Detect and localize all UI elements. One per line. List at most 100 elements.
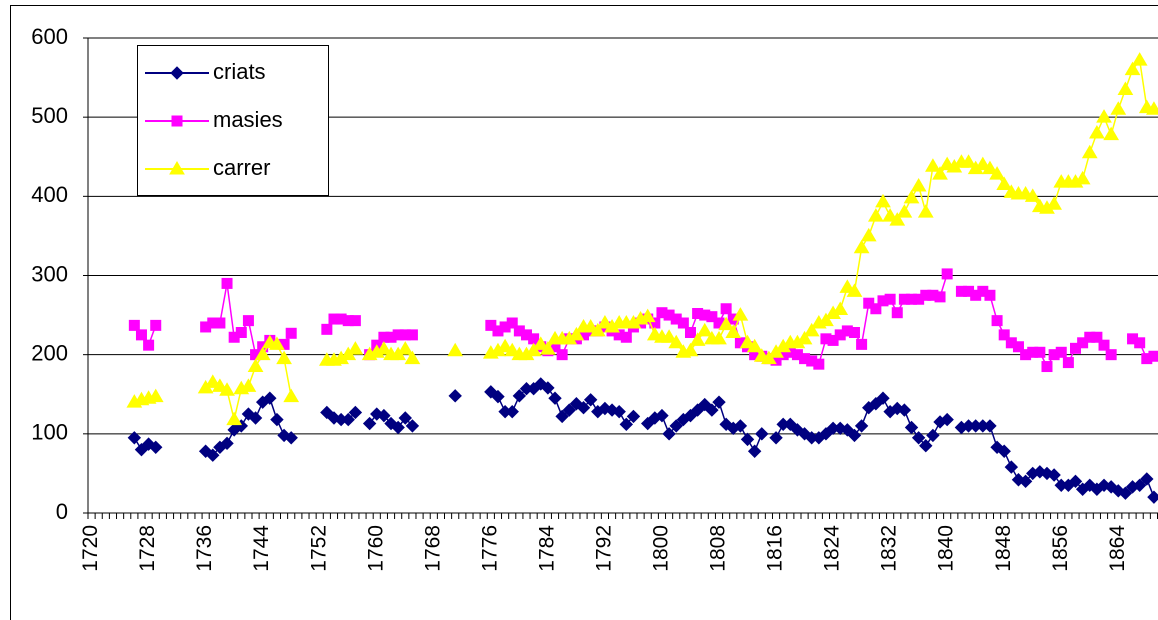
marker-triangle bbox=[875, 193, 891, 208]
marker-square bbox=[506, 317, 518, 329]
marker-triangle bbox=[1024, 188, 1041, 202]
marker-diamond bbox=[876, 391, 890, 405]
marker-diamond bbox=[362, 416, 377, 431]
marker-triangle bbox=[996, 176, 1013, 190]
marker-triangle bbox=[711, 330, 727, 345]
marker-square bbox=[349, 315, 361, 327]
marker-diamond bbox=[1047, 468, 1061, 482]
marker-triangle bbox=[739, 334, 756, 349]
marker-diamond bbox=[562, 403, 576, 417]
marker-square bbox=[706, 311, 718, 323]
marker-triangle bbox=[169, 161, 185, 175]
marker-triangle bbox=[668, 334, 685, 349]
marker-triangle bbox=[219, 382, 235, 396]
marker-square bbox=[984, 289, 996, 301]
marker-triangle bbox=[903, 189, 920, 204]
marker-diamond bbox=[904, 420, 919, 435]
x-tick-label: 1728 bbox=[136, 525, 159, 572]
marker-triangle bbox=[212, 378, 228, 392]
marker-triangle bbox=[960, 154, 977, 168]
marker-square bbox=[1055, 346, 1067, 358]
marker-diamond bbox=[705, 403, 719, 417]
marker-triangle bbox=[982, 160, 998, 175]
marker-triangle bbox=[226, 411, 243, 426]
marker-square bbox=[171, 115, 183, 127]
marker-square bbox=[813, 358, 825, 370]
marker-triangle bbox=[532, 336, 549, 350]
marker-diamond bbox=[512, 389, 527, 403]
marker-diamond bbox=[220, 436, 234, 451]
marker-square bbox=[128, 319, 140, 331]
marker-diamond bbox=[712, 395, 726, 409]
x-tick-label: 1744 bbox=[250, 525, 273, 572]
marker-diamond bbox=[897, 403, 912, 417]
y-tick-label: 0 bbox=[56, 499, 68, 524]
marker-square bbox=[934, 291, 946, 303]
marker-triangle bbox=[796, 330, 813, 345]
y-tick-label: 500 bbox=[31, 103, 68, 128]
marker-triangle bbox=[846, 283, 863, 297]
marker-diamond bbox=[241, 407, 256, 421]
marker-diamond bbox=[555, 409, 569, 424]
x-tick-label: 1824 bbox=[821, 525, 844, 572]
marker-square bbox=[285, 327, 297, 339]
marker-diamond bbox=[612, 404, 626, 419]
marker-triangle bbox=[1124, 61, 1141, 76]
marker-diamond bbox=[206, 448, 220, 462]
marker-diamond bbox=[170, 66, 184, 80]
marker-triangle bbox=[589, 322, 606, 337]
marker-diamond bbox=[505, 404, 519, 419]
marker-diamond bbox=[1068, 474, 1083, 489]
marker-triangle bbox=[1103, 126, 1120, 141]
marker-square bbox=[1012, 341, 1024, 353]
marker-diamond bbox=[1018, 474, 1033, 489]
legend-label: criats bbox=[213, 59, 266, 84]
marker-triangle bbox=[853, 239, 870, 254]
y-tick-label: 100 bbox=[31, 420, 68, 445]
marker-triangle bbox=[989, 166, 1005, 180]
marker-diamond bbox=[747, 444, 762, 458]
x-tick-label: 1864 bbox=[1106, 525, 1129, 572]
marker-square bbox=[1105, 349, 1117, 361]
marker-triangle bbox=[860, 227, 877, 242]
marker-diamond bbox=[662, 427, 676, 441]
marker-triangle bbox=[1117, 81, 1134, 95]
marker-diamond bbox=[284, 431, 298, 445]
plot bbox=[126, 52, 1158, 504]
marker-diamond bbox=[740, 432, 755, 447]
marker-square bbox=[143, 339, 155, 351]
marker-diamond bbox=[833, 421, 847, 435]
marker-triangle bbox=[839, 279, 856, 293]
x-tick-label: 1856 bbox=[1049, 525, 1072, 572]
marker-square bbox=[620, 331, 632, 343]
marker-triangle bbox=[1146, 101, 1158, 115]
marker-triangle bbox=[889, 212, 906, 226]
marker-triangle bbox=[497, 338, 513, 353]
marker-diamond bbox=[1111, 484, 1125, 498]
marker-triangle bbox=[689, 332, 706, 346]
marker-square bbox=[1062, 357, 1074, 369]
marker-triangle bbox=[347, 341, 364, 355]
marker-diamond bbox=[997, 444, 1011, 458]
marker-triangle bbox=[925, 158, 941, 172]
marker-diamond bbox=[1097, 478, 1111, 492]
marker-diamond bbox=[669, 419, 683, 433]
marker-square bbox=[1041, 361, 1053, 373]
marker-triangle bbox=[639, 308, 656, 323]
marker-diamond bbox=[698, 397, 712, 412]
x-tick-label: 1800 bbox=[650, 525, 673, 572]
marker-diamond bbox=[755, 427, 769, 441]
marker-square bbox=[884, 293, 896, 305]
marker-diamond bbox=[548, 391, 562, 405]
axes: 0 100 200 300 400 500 600 1720 1728 1736 1744 1752 1… bbox=[31, 24, 1158, 572]
marker-square bbox=[891, 307, 903, 319]
marker-triangle bbox=[204, 374, 221, 388]
marker-triangle bbox=[718, 316, 735, 331]
marker-diamond bbox=[990, 440, 1004, 454]
marker-triangle bbox=[832, 301, 849, 316]
x-tick-label: 1720 bbox=[79, 525, 102, 572]
marker-triangle bbox=[1110, 101, 1127, 115]
x-tick-label: 1768 bbox=[421, 525, 444, 572]
marker-triangle bbox=[867, 208, 884, 222]
